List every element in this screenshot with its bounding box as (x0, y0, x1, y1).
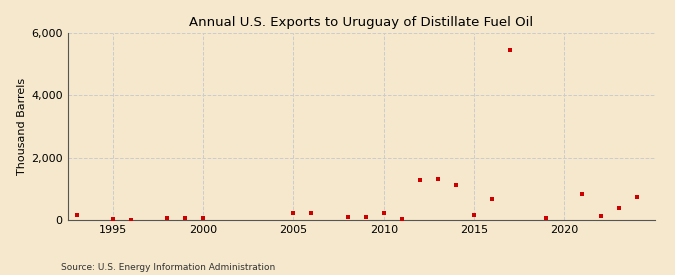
Point (595, 214, 606, 218)
Point (468, 213, 479, 217)
Point (613, 206, 624, 210)
Point (631, 195, 642, 199)
Text: Source: U.S. Energy Information Administration: Source: U.S. Energy Information Administ… (61, 263, 275, 272)
Point (126, 217, 136, 222)
Point (433, 176, 443, 181)
Title: Annual U.S. Exports to Uruguay of Distillate Fuel Oil: Annual U.S. Exports to Uruguay of Distil… (189, 16, 533, 29)
Point (487, 197, 497, 201)
Y-axis label: Thousand Barrels: Thousand Barrels (17, 78, 27, 175)
Point (378, 211, 389, 215)
Point (306, 210, 317, 215)
Point (161, 216, 172, 221)
Point (577, 192, 588, 196)
Point (451, 183, 462, 187)
Point (541, 216, 551, 221)
Point (71, 213, 82, 217)
Point (505, 48, 516, 52)
Point (414, 178, 425, 183)
Point (342, 215, 353, 219)
Point (107, 217, 118, 221)
Point (198, 216, 209, 221)
Point (396, 217, 407, 221)
Point (360, 214, 371, 219)
Point (288, 211, 299, 216)
Point (180, 216, 190, 220)
